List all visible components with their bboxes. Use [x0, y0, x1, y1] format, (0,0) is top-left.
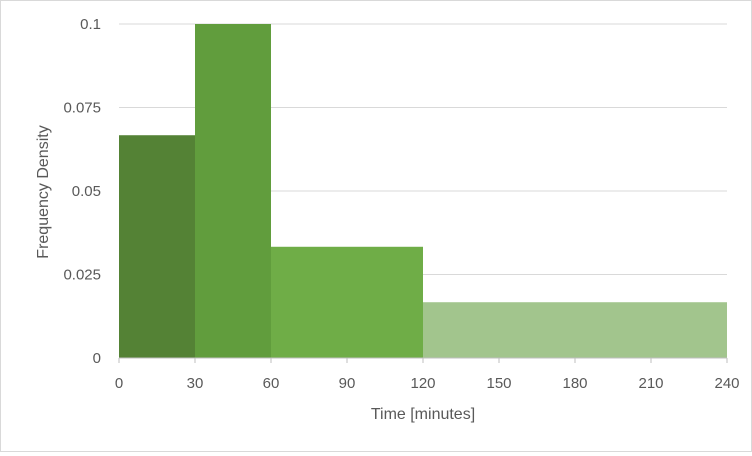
x-tick-label: 0 [115, 375, 123, 392]
histogram-bar [119, 135, 195, 358]
x-tick-label: 30 [187, 375, 204, 392]
x-tick-label: 60 [263, 375, 280, 392]
x-axis-title: Time [minutes] [371, 406, 475, 423]
x-tick-label: 240 [714, 375, 739, 392]
histogram-bar [271, 246, 423, 358]
y-axis-title: Frequency Density [35, 125, 52, 258]
y-tick-label: 0.025 [63, 267, 101, 284]
histogram-bar [423, 302, 727, 358]
axes [118, 357, 728, 363]
x-tick-label: 90 [339, 375, 356, 392]
y-tick-label: 0.05 [72, 183, 101, 200]
y-tick-label: 0.1 [80, 16, 101, 33]
y-axis-tick-labels: 0 0.025 0.05 0.075 0.1 [63, 16, 101, 367]
x-tick-label: 210 [638, 375, 663, 392]
x-tick-label: 180 [562, 375, 587, 392]
x-tick-label: 150 [486, 375, 511, 392]
x-tick-label: 120 [410, 375, 435, 392]
histogram-bars [119, 24, 727, 358]
y-tick-label: 0.075 [63, 100, 101, 117]
x-axis-tick-labels: 0 30 60 90 120 150 180 210 240 [115, 375, 740, 392]
y-tick-label: 0 [93, 350, 101, 367]
histogram-bar [195, 24, 271, 358]
